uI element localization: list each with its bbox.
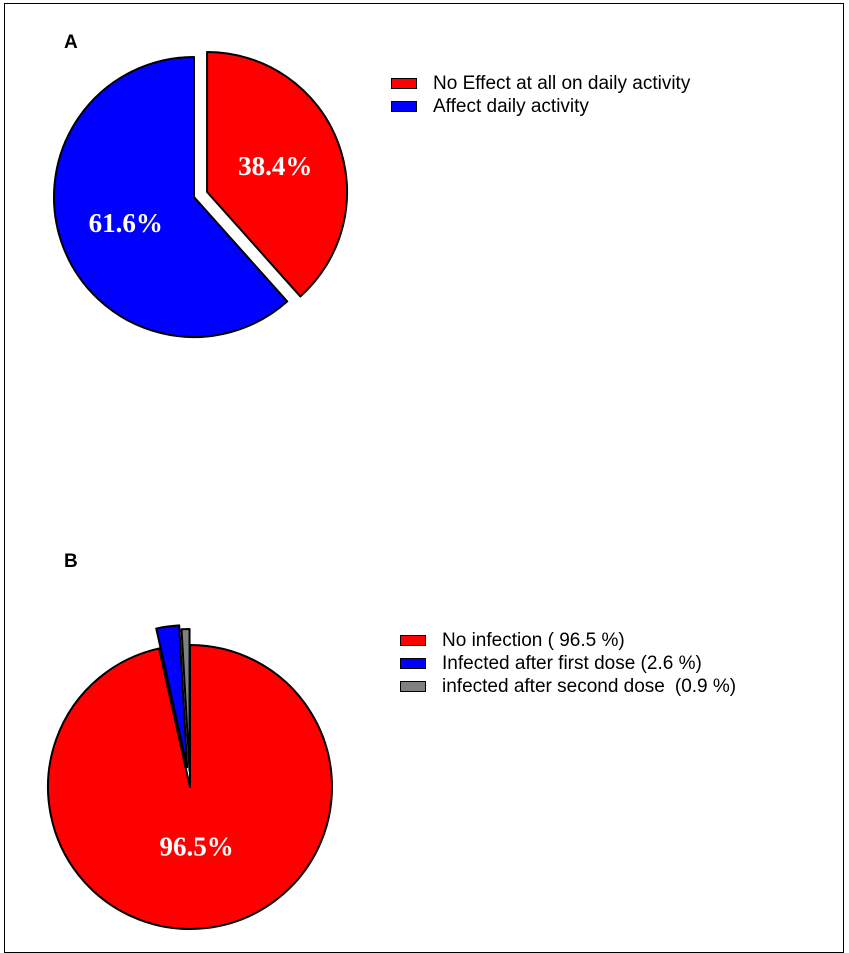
legend-item: Infected after first dose (2.6 %) bbox=[400, 652, 736, 675]
legend-label: infected after second dose bbox=[442, 675, 665, 697]
legend-label: Infected after first dose (2.6 %) bbox=[442, 652, 702, 674]
legend-swatch bbox=[400, 635, 426, 646]
panel-label-b: B bbox=[64, 551, 78, 572]
legend-label: Affect daily activity bbox=[433, 95, 589, 117]
pie-slice-1 bbox=[206, 51, 349, 298]
panel-label-a: A bbox=[64, 32, 78, 53]
legend-label: No infection ( 96.5 %) bbox=[442, 629, 625, 651]
legend-item: No Effect at all on daily activity bbox=[391, 72, 690, 95]
legend-b: No infection ( 96.5 %) Infected after fi… bbox=[400, 629, 736, 698]
slice-value-label: 38.4% bbox=[238, 151, 312, 181]
legend-swatch bbox=[400, 681, 426, 692]
legend-label-extra: (0.9 %) bbox=[674, 675, 737, 697]
slice-value-label: 61.6% bbox=[89, 208, 163, 238]
legend-item: No infection ( 96.5 %) bbox=[400, 629, 736, 652]
legend-a: No Effect at all on daily activity Affec… bbox=[391, 72, 690, 118]
legend-item: Affect daily activity bbox=[391, 95, 690, 118]
legend-item: infected after second dose (0.9 %) bbox=[400, 675, 736, 698]
legend-swatch bbox=[400, 658, 426, 669]
legend-label: No Effect at all on daily activity bbox=[433, 72, 691, 94]
legend-swatch bbox=[391, 78, 417, 89]
pie-slice-2 bbox=[53, 56, 289, 338]
legend-swatch bbox=[391, 101, 417, 112]
